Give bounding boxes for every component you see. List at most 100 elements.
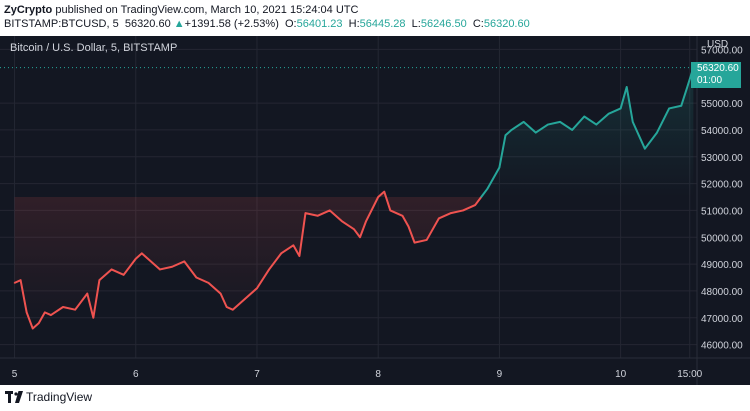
data-point <box>110 268 113 271</box>
low-value: 56246.50 <box>420 18 467 30</box>
data-point <box>231 308 234 311</box>
data-point <box>510 129 513 131</box>
down-area-fill <box>14 191 482 329</box>
data-point <box>92 316 95 319</box>
data-point <box>159 268 161 271</box>
data-point <box>195 276 198 279</box>
data-point <box>534 131 537 134</box>
data-point <box>413 241 416 244</box>
y-tick-label: 46000.00 <box>701 341 743 352</box>
data-point <box>37 322 40 324</box>
data-point <box>134 257 137 260</box>
chart-area[interactable]: 46000.00 47000.00 48000.00 49000.00 50000.00… <box>0 36 750 385</box>
currency-label[interactable]: USD <box>707 39 729 50</box>
data-point <box>31 327 34 330</box>
data-point <box>668 107 670 110</box>
x-tick-label: 15:00 <box>677 369 702 380</box>
bar-countdown: 01:00 <box>697 75 723 86</box>
last-price-label: 56320.60 01:00 <box>691 62 741 88</box>
data-point <box>607 113 610 115</box>
data-point <box>268 268 270 271</box>
data-point <box>25 311 28 314</box>
symbol-line: BITSTAMP:BTCUSD, 5 56320.60 ▲+1391.58 (+… <box>4 18 530 30</box>
data-point <box>298 255 301 257</box>
header: ZyCrypto published on TradingView.com, M… <box>0 0 750 36</box>
data-point <box>304 212 307 214</box>
high-value: 56445.28 <box>359 18 406 30</box>
close-value: 56320.60 <box>483 18 530 30</box>
data-point <box>74 308 76 311</box>
data-point <box>86 292 89 295</box>
data-point <box>50 314 52 316</box>
high-label: H: <box>348 18 360 30</box>
footer: TradingView <box>0 385 750 411</box>
data-point <box>13 282 16 284</box>
data-point <box>522 121 525 123</box>
y-tick-label: 53000.00 <box>701 153 743 164</box>
publisher-name[interactable]: ZyCrypto <box>4 4 53 16</box>
data-point <box>680 104 683 107</box>
data-point <box>389 209 392 212</box>
data-point <box>583 115 586 118</box>
up-area-fill <box>481 67 694 197</box>
data-point <box>19 279 22 281</box>
y-tick-label: 47000.00 <box>701 314 743 325</box>
symbol: BITSTAMP:BTCUSD, 5 <box>4 18 119 30</box>
data-point <box>256 287 258 290</box>
y-tick-label: 51000.00 <box>701 206 743 217</box>
data-point <box>98 279 101 281</box>
y-tick-label: 54000.00 <box>701 126 743 137</box>
data-point <box>383 190 386 193</box>
change: +1391.58 (+2.53%) <box>184 18 279 30</box>
tradingview-brand[interactable]: TradingView <box>26 390 93 404</box>
data-point <box>450 212 452 214</box>
data-point <box>141 252 143 255</box>
data-point <box>644 147 646 150</box>
data-point <box>44 311 46 314</box>
data-point <box>498 166 501 169</box>
data-point <box>365 220 367 222</box>
data-point <box>401 214 404 217</box>
data-point <box>341 220 343 222</box>
data-point <box>171 265 173 268</box>
y-tick-label: 55000.00 <box>701 99 743 110</box>
last-price-value: 56320.60 <box>697 63 739 74</box>
data-point <box>122 274 125 276</box>
data-point <box>656 131 658 134</box>
price-chart[interactable]: 46000.00 47000.00 48000.00 49000.00 50000.00… <box>0 36 750 385</box>
data-point <box>595 123 598 126</box>
close-label: C: <box>472 18 484 30</box>
open-value: 56401.23 <box>296 18 343 30</box>
y-tick-label: 48000.00 <box>701 287 743 298</box>
data-point <box>638 134 640 137</box>
tradingview-logo-icon[interactable] <box>5 391 23 403</box>
data-point <box>559 121 561 123</box>
data-point <box>547 123 549 126</box>
data-point <box>219 292 222 295</box>
data-point <box>686 86 689 88</box>
x-tick-label: 5 <box>12 369 18 380</box>
data-point <box>619 107 622 110</box>
data-point <box>571 129 573 131</box>
data-point <box>328 209 331 212</box>
data-point <box>486 188 489 190</box>
publish-info: ZyCrypto published on TradingView.com, M… <box>4 4 358 16</box>
data-point <box>474 204 476 206</box>
x-tick-label: 7 <box>254 369 260 380</box>
data-point <box>147 257 149 260</box>
data-point <box>631 121 634 123</box>
data-point <box>625 86 628 88</box>
data-point <box>207 282 210 284</box>
series-line-down <box>14 190 483 330</box>
data-point <box>62 306 64 308</box>
data-point <box>377 196 379 198</box>
y-tick-label: 50000.00 <box>701 233 743 244</box>
data-point <box>292 244 295 247</box>
data-point <box>438 217 440 220</box>
data-point <box>407 225 410 228</box>
up-arrow-icon: ▲ <box>173 18 185 30</box>
low-label: L: <box>411 18 421 30</box>
y-tick-label: 49000.00 <box>701 260 743 271</box>
data-point <box>225 306 228 308</box>
open-label: O: <box>284 18 297 30</box>
